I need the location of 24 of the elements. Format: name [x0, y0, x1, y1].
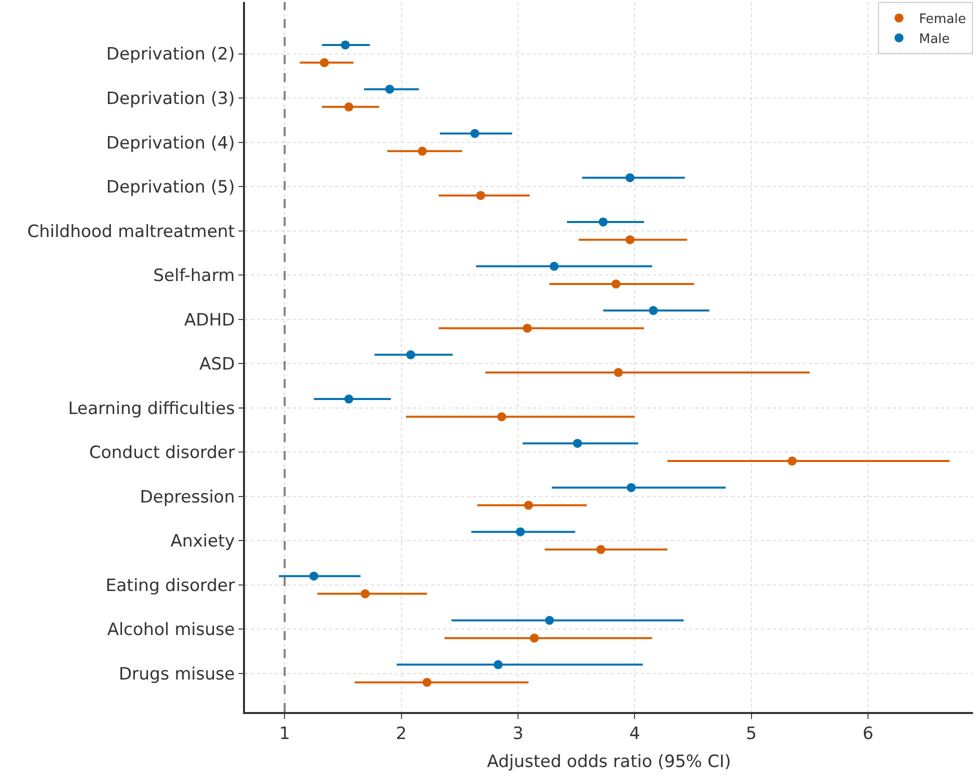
y-tick-label: Eating disorder — [106, 576, 235, 596]
x-tick-label: 5 — [746, 724, 757, 744]
x-axis-title: Adjusted odds ratio (95% CI) — [487, 752, 731, 772]
legend-label: Female — [919, 12, 966, 28]
x-tick-label: 1 — [279, 724, 290, 744]
legend-label: Male — [919, 32, 950, 47]
y-tick-label: Anxiety — [170, 532, 235, 552]
y-tick-label: ADHD — [184, 310, 235, 330]
y-tick-label: Alcohol misuse — [107, 620, 235, 640]
y-tick-label: ASD — [199, 354, 235, 375]
y-tick-label: Learning difficulties — [68, 398, 235, 419]
y-tick-label: Depression — [140, 487, 235, 508]
y-tick-label: Childhood maltreatment — [27, 222, 236, 242]
x-tick-label: 3 — [512, 724, 524, 744]
y-tick-label: Conduct disorder — [89, 443, 235, 464]
x-tick-label: 2 — [396, 724, 407, 744]
y-tick-label: Deprivation (2) — [106, 44, 235, 65]
x-tick-label: 4 — [629, 724, 640, 744]
y-tick-label: Deprivation (5) — [106, 178, 235, 198]
y-tick-label: Deprivation (4) — [106, 133, 235, 154]
y-tick-label: Deprivation (3) — [106, 89, 235, 109]
y-tick-label: Drugs misuse — [118, 664, 235, 684]
x-tick-label: 6 — [862, 724, 874, 744]
y-tick-label: Self-harm — [153, 266, 235, 286]
